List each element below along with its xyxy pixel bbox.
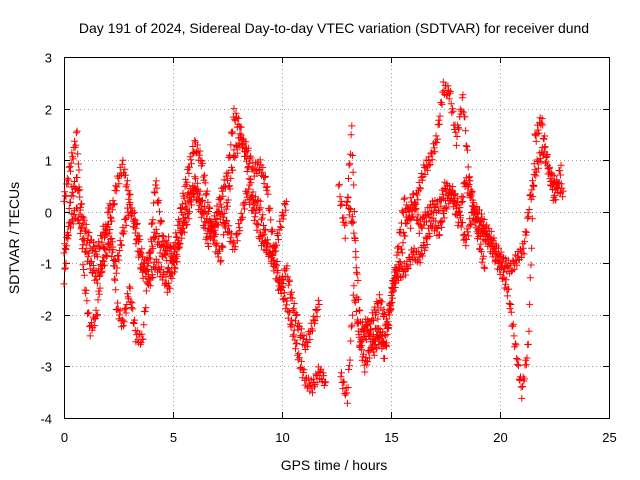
series-track-b [60,105,323,353]
x-tick-label: 5 [170,430,177,445]
point-markers [343,174,489,343]
x-tick-label: 15 [384,430,398,445]
data-points [60,78,567,407]
y-tick-label: -3 [40,360,52,375]
x-tick-label: 25 [602,430,616,445]
y-tick-label: 1 [45,154,52,169]
x-tick-label: 10 [275,430,289,445]
y-tick-label: 0 [45,206,52,221]
x-tick-label: 20 [493,430,507,445]
point-markers [60,173,290,296]
series-track-c [60,173,290,296]
x-tick-label: 0 [61,430,68,445]
y-tick-label: 3 [45,51,52,66]
axis-ticks: 0 5 10 15 20 25 -4 -3 -2 -1 0 1 2 3 [40,51,616,446]
y-tick-label: -1 [40,257,52,272]
series-track-f [343,174,489,343]
grid [64,57,609,418]
chart-title: Day 191 of 2024, Sidereal Day-to-day VTE… [79,20,589,36]
point-markers [60,105,323,353]
y-tick-label: 2 [45,103,52,118]
point-markers [60,127,330,397]
y-axis-label: SDTVAR / TECUs [6,182,22,294]
y-tick-label: -4 [40,412,52,427]
y-tick-label: -2 [40,309,52,324]
series-track-a [60,127,330,397]
x-axis-label: GPS time / hours [281,457,388,473]
